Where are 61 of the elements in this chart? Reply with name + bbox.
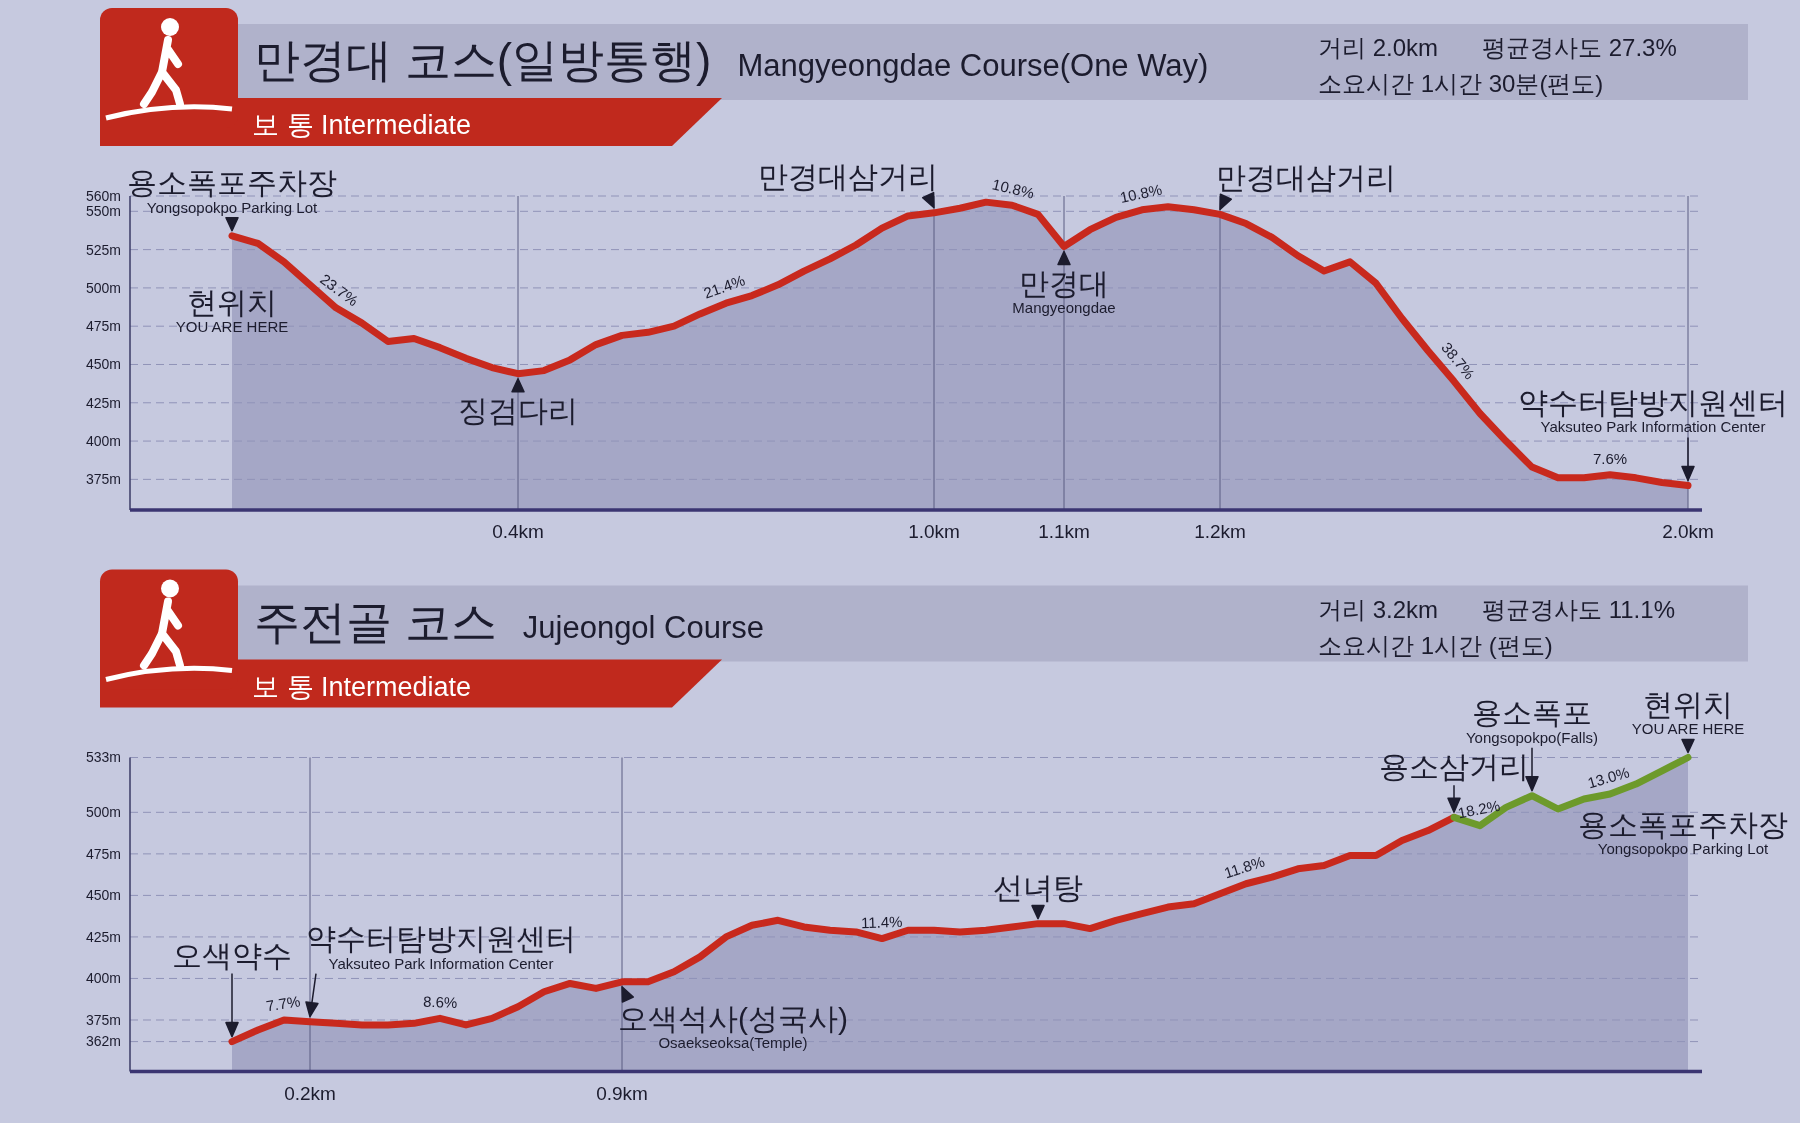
annotation: 용소폭포주차장 Yongsopokpo Parking Lot — [1578, 807, 1788, 857]
y-tick-label: 425m — [85, 928, 121, 945]
y-tick-label: 450m — [85, 887, 121, 904]
y-tick-label: 550m — [85, 203, 121, 220]
y-tick-label: 362m — [85, 1033, 121, 1050]
chart-subtitle: Jujeongol Course — [522, 609, 765, 645]
x-tick-label: 0.9km — [596, 1082, 648, 1104]
y-tick-label: 500m — [85, 804, 121, 821]
chart-subtitle: Mangyeongdae Course(One Way) — [737, 48, 1209, 83]
y-tick-label: 475m — [85, 318, 121, 335]
y-tick-label: 500m — [85, 279, 121, 296]
text: 평균경사도 27.3% — [1482, 34, 1677, 61]
text: 소요시간 1시간 (편도) — [1318, 631, 1553, 659]
x-tick-label: 2.0km — [1662, 521, 1714, 542]
y-tick-label: 525m — [85, 241, 121, 258]
annotation: 용소폭포 Yongsopokpo(Falls) — [1465, 696, 1599, 746]
y-tick-label: 450m — [85, 356, 121, 373]
text: 보 통 Intermediate — [252, 110, 472, 140]
annotation: 현위치 YOU ARE HERE — [1631, 688, 1745, 738]
y-tick-label: 375m — [85, 1011, 121, 1028]
annotation: 11.8% — [1222, 852, 1267, 882]
annotation: 만경대삼거리 — [1216, 161, 1396, 195]
annotation: 용소삼거리 — [1379, 750, 1529, 784]
x-tick-label: 0.4km — [492, 521, 544, 542]
y-tick-label: 375m — [85, 471, 121, 488]
text: 거리 3.2km — [1318, 595, 1439, 623]
text: 평균경사도 11.1% — [1482, 595, 1675, 623]
annotation: 만경대삼거리 — [758, 159, 938, 193]
annotation: 7.7% — [264, 992, 302, 1015]
annotation: 10.8% — [1118, 180, 1164, 206]
y-tick-label: 533m — [85, 749, 121, 766]
annotation: 8.6% — [422, 992, 458, 1011]
annotation: 11.4% — [860, 912, 903, 932]
chart-title: 만경대 코스(일방통행) — [254, 34, 712, 86]
annotation: 13.0% — [1585, 763, 1632, 792]
annotation: 약수터탐방지원센터 Yaksuteo Park Information Center — [1518, 386, 1788, 436]
annotation: 18.2% — [1456, 796, 1502, 822]
y-tick-label: 400m — [85, 432, 121, 449]
x-tick-label: 1.0km — [908, 521, 960, 542]
text: 거리 2.0km — [1318, 34, 1439, 61]
y-tick-label: 400m — [85, 970, 121, 987]
x-tick-label: 1.1km — [1038, 521, 1090, 542]
annotation: 약수터탐방지원센터 Yaksuteo Park Information Center — [306, 922, 576, 972]
annotation: 오색석사(성국사) Osaekseoksa(Temple) — [618, 1001, 848, 1052]
x-tick-label: 0.2km — [284, 1082, 336, 1104]
annotation: 선녀탕 — [993, 870, 1083, 904]
text: 소요시간 1시간 30분(편도) — [1318, 70, 1604, 97]
annotation: 용소폭포주차장 Yongsopokpo Parking Lot — [127, 166, 337, 216]
annotation: 7.6% — [1592, 449, 1628, 467]
annotation: 만경대 Mangyeongdae — [1012, 266, 1116, 316]
annotation: 현위치 YOU ARE HERE — [175, 285, 289, 336]
y-tick-label: 425m — [85, 394, 121, 411]
chart-title: 주전골 코스 — [254, 595, 497, 648]
text: 보 통 Intermediate — [252, 671, 472, 702]
y-tick-label: 560m — [85, 187, 121, 204]
annotation: 징검다리 — [458, 393, 578, 427]
annotation: 21.4% — [701, 271, 748, 302]
annotation: 10.8% — [990, 175, 1036, 202]
annotation: 오색약수 — [172, 938, 292, 972]
x-tick-label: 1.2km — [1194, 521, 1246, 542]
y-tick-label: 475m — [85, 845, 121, 862]
